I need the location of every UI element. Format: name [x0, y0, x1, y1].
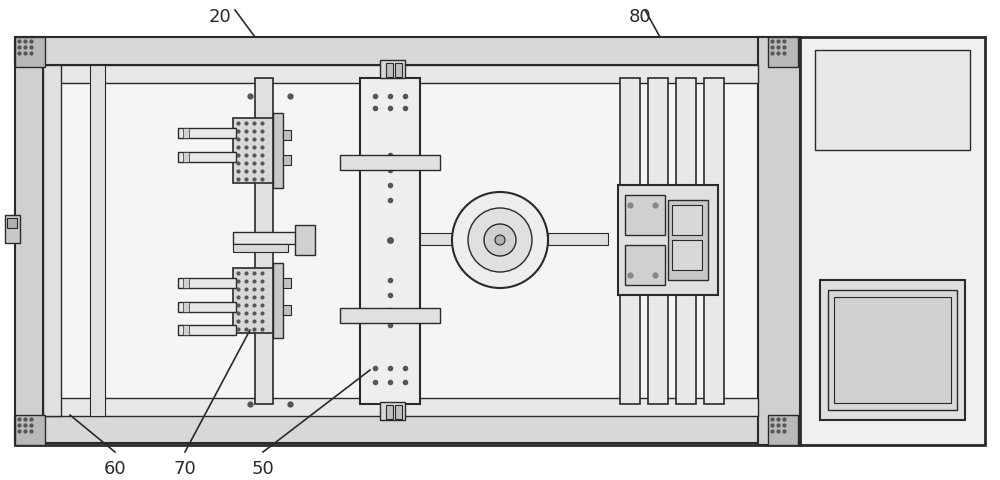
Circle shape	[495, 235, 505, 245]
Bar	[233, 232, 308, 244]
Bar	[15, 415, 800, 443]
Text: 70: 70	[174, 460, 196, 478]
Bar	[815, 50, 970, 150]
Bar	[395, 405, 402, 419]
Bar	[360, 78, 420, 404]
Bar	[704, 78, 724, 404]
Bar	[625, 245, 665, 285]
Bar	[178, 302, 236, 312]
Bar	[273, 263, 283, 338]
Text: 20: 20	[209, 8, 231, 26]
Bar	[295, 225, 315, 255]
Bar	[395, 63, 402, 77]
Text: 50: 50	[252, 460, 274, 478]
Bar	[15, 37, 800, 445]
Bar	[648, 78, 668, 404]
Bar	[15, 37, 800, 65]
Bar	[15, 415, 45, 445]
Bar	[283, 305, 291, 315]
Bar	[625, 195, 665, 235]
Text: 80: 80	[629, 8, 651, 26]
Bar	[676, 78, 696, 404]
Bar	[618, 185, 718, 295]
Text: 60: 60	[104, 460, 126, 478]
Bar	[233, 244, 288, 252]
Bar	[620, 78, 640, 404]
Bar	[15, 37, 45, 67]
Bar	[340, 155, 440, 170]
Bar	[43, 398, 758, 416]
Bar	[43, 65, 758, 83]
Bar	[183, 325, 189, 335]
Bar	[672, 240, 702, 270]
Bar	[420, 233, 480, 245]
Bar	[668, 200, 708, 280]
Bar	[233, 118, 273, 183]
Bar	[283, 155, 291, 165]
Bar	[820, 280, 965, 420]
Bar	[283, 278, 291, 288]
Bar	[283, 130, 291, 140]
Bar	[233, 268, 273, 333]
Bar	[183, 128, 189, 138]
Circle shape	[452, 192, 548, 288]
Bar	[178, 278, 236, 288]
Bar	[90, 65, 105, 416]
Circle shape	[468, 208, 532, 272]
Bar	[183, 278, 189, 288]
Bar	[548, 233, 608, 245]
Bar	[273, 113, 283, 188]
Bar	[178, 325, 236, 335]
Bar	[380, 402, 405, 420]
Bar	[386, 63, 393, 77]
Bar	[255, 78, 273, 404]
Bar	[768, 415, 798, 445]
Bar	[5, 215, 20, 243]
Bar	[768, 37, 798, 67]
Bar	[183, 302, 189, 312]
Bar	[380, 60, 405, 78]
Bar	[828, 290, 957, 410]
Bar	[386, 405, 393, 419]
Bar	[43, 65, 61, 416]
Bar	[178, 152, 236, 162]
Bar	[178, 128, 236, 138]
Bar	[340, 308, 440, 323]
Bar	[672, 205, 702, 235]
Bar	[834, 297, 951, 403]
Bar	[15, 37, 43, 445]
Bar	[183, 152, 189, 162]
Bar	[758, 37, 800, 445]
Bar	[800, 37, 985, 445]
Bar	[7, 218, 17, 228]
Circle shape	[484, 224, 516, 256]
